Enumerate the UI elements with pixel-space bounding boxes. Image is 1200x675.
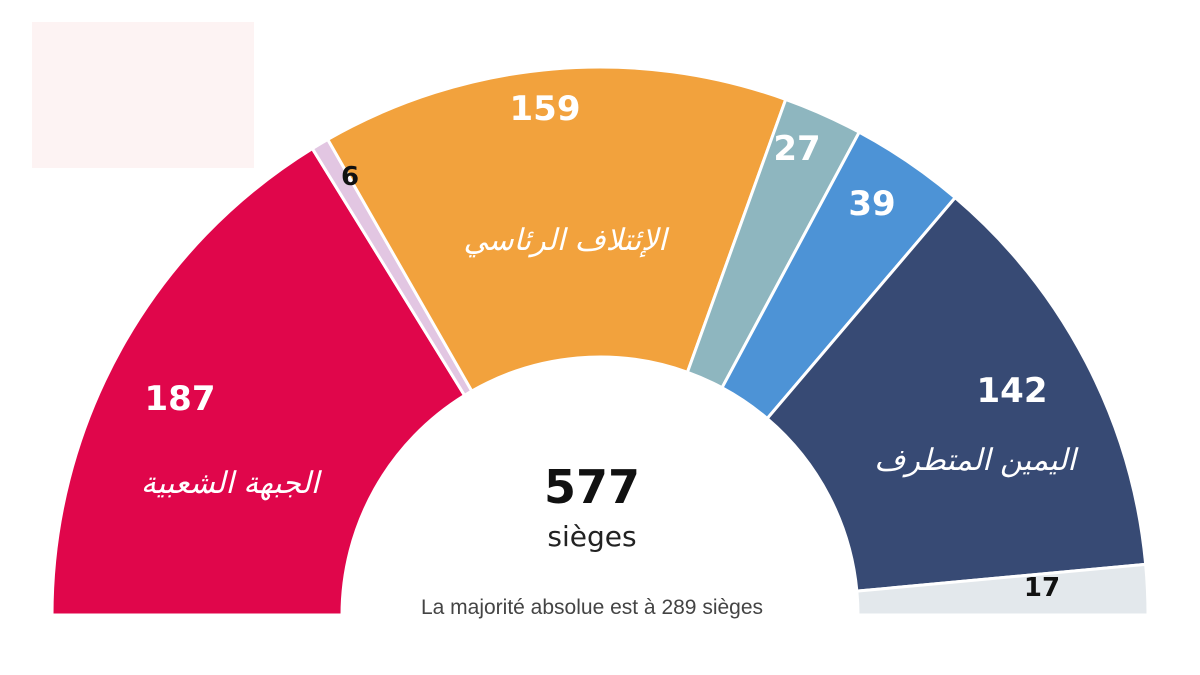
segment-value-label-3: 159 — [510, 89, 581, 129]
hemicycle-segment-7 — [855, 562, 1150, 617]
faded-logo-box — [32, 22, 254, 168]
segment-name-label-6: اليمين المتطرف — [874, 443, 1079, 478]
segment-value-label-2: 6 — [341, 162, 359, 192]
segment-value-label-1: 187 — [145, 379, 216, 419]
total-seats-value: 577 — [544, 460, 640, 514]
hemicycle-segment-3 — [325, 65, 788, 394]
majority-note: La majorité absolue est à 289 sièges — [421, 596, 763, 619]
hemicycle-segment-6 — [765, 195, 1148, 593]
hemicycle-segment-1 — [50, 146, 467, 617]
segment-value-label-5: 39 — [848, 184, 895, 224]
segment-value-label-6: 142 — [977, 371, 1048, 411]
total-seats-unit: sièges — [547, 520, 636, 553]
segment-value-label-7: 17 — [1024, 573, 1060, 603]
segment-value-label-4: 27 — [773, 129, 820, 169]
segment-name-label-1: الجبهة الشعبية — [141, 466, 323, 501]
segment-name-label-3: الإئتلاف الرئاسي — [463, 223, 670, 258]
